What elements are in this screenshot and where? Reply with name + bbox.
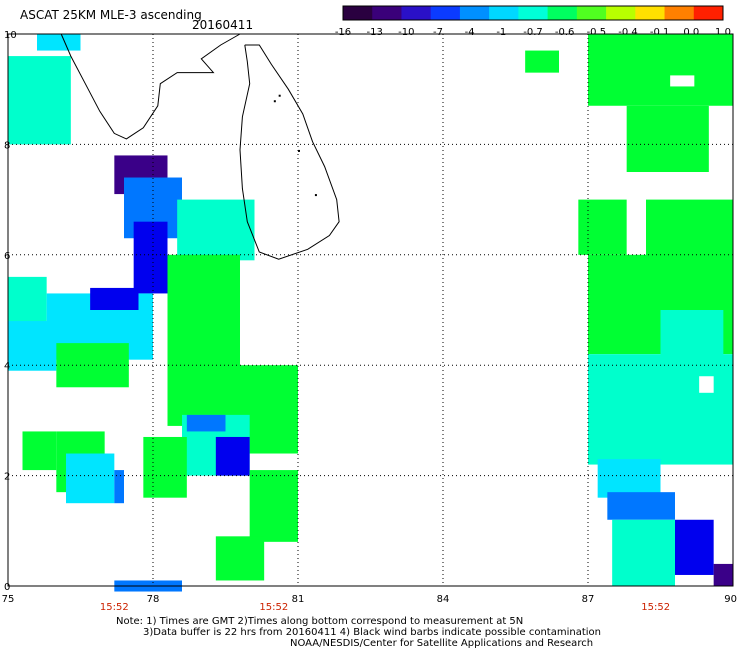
wind-data-cell bbox=[167, 254, 240, 426]
wind-data-cell bbox=[90, 287, 139, 310]
wind-data-cell bbox=[588, 354, 733, 465]
chart-date: 20160411 bbox=[192, 18, 254, 32]
note-line-3: NOAA/NESDIS/Center for Satellite Applica… bbox=[290, 638, 594, 649]
colorbar-swatch bbox=[518, 6, 549, 20]
wind-data-cell bbox=[612, 519, 675, 586]
wind-data-cell bbox=[675, 519, 714, 575]
x-tick-label: 84 bbox=[437, 594, 450, 605]
x-tick-label: 81 bbox=[292, 594, 305, 605]
note-line-1: Note: 1) Times are GMT 2)Times along bot… bbox=[116, 616, 524, 627]
wind-data-cell bbox=[133, 221, 168, 294]
colorbar-swatch bbox=[459, 6, 490, 20]
wind-data-cell bbox=[143, 436, 187, 498]
wind-data-cell bbox=[186, 414, 226, 432]
y-tick-label: 6 bbox=[4, 251, 10, 262]
y-tick-label: 0 bbox=[4, 582, 10, 593]
colorbar-swatch bbox=[343, 6, 373, 20]
y-tick-label: 10 bbox=[4, 30, 17, 41]
wind-data-cell bbox=[578, 199, 627, 255]
colorbar-swatch bbox=[606, 6, 636, 20]
wind-data-cell bbox=[607, 492, 675, 520]
colorbar-label: -1 bbox=[496, 27, 506, 38]
wind-data-cell bbox=[249, 470, 298, 542]
y-tick-label: 2 bbox=[4, 472, 10, 483]
wind-data-cell bbox=[8, 276, 47, 327]
colorbar-swatch bbox=[489, 6, 519, 20]
wind-data-cell bbox=[626, 105, 709, 172]
wind-data-cell bbox=[525, 50, 559, 73]
sri-lanka-coastline bbox=[239, 44, 340, 260]
colorbar-label: -13 bbox=[366, 27, 382, 38]
coastline-layer bbox=[60, 33, 340, 260]
colorbar-swatch bbox=[693, 6, 724, 20]
colorbar-swatch bbox=[372, 6, 402, 20]
colorbar: -16 -13 -10 -7 -4 -1 -0.7 -0.6 -0.5 -0.4 -0.1 0.0 1.… bbox=[335, 5, 731, 38]
wind-data-cell bbox=[215, 536, 265, 581]
wind-data-cell bbox=[8, 56, 71, 145]
wind-data-cell bbox=[114, 470, 124, 504]
colorbar-label: -4 bbox=[465, 27, 475, 38]
island-dot bbox=[314, 194, 317, 197]
colorbar-frame bbox=[342, 5, 724, 21]
colorbar-label: -0.6 bbox=[555, 27, 575, 38]
y-tick-label: 8 bbox=[4, 140, 10, 151]
chart-title: ASCAT 25KM MLE-3 ascending bbox=[20, 8, 202, 22]
wind-data-cell bbox=[66, 453, 115, 504]
y-tick-label: 4 bbox=[4, 361, 10, 372]
colorbar-label: -0.1 bbox=[650, 27, 670, 38]
colorbar-swatch bbox=[547, 6, 578, 20]
india-coastline bbox=[60, 33, 241, 140]
colorbar-label: -0.5 bbox=[587, 27, 607, 38]
wind-data-cell bbox=[37, 34, 81, 51]
colorbar-swatch bbox=[576, 6, 607, 20]
colorbar-label: -0.7 bbox=[523, 27, 543, 38]
x-tick-label: 90 bbox=[724, 594, 737, 605]
colorbar-swatch bbox=[430, 6, 461, 20]
wind-data-cell bbox=[240, 365, 298, 454]
wind-data-cell bbox=[8, 321, 57, 371]
colorbar-label: 0.0 bbox=[683, 27, 699, 38]
data-gap bbox=[699, 376, 714, 393]
colorbar-label: -16 bbox=[335, 27, 351, 38]
colorbar-swatch bbox=[664, 6, 695, 20]
x-tick-label: 75 bbox=[2, 594, 15, 605]
x-tick-label: 87 bbox=[582, 594, 595, 605]
island-dot bbox=[273, 100, 276, 103]
wind-data-cell bbox=[713, 563, 733, 586]
wind-data-cell bbox=[177, 199, 255, 261]
time-label: 15:52 bbox=[100, 602, 129, 613]
colorbar-label: -7 bbox=[433, 27, 443, 38]
colorbar-label: -0.4 bbox=[618, 27, 638, 38]
colorbar-swatch bbox=[401, 6, 432, 20]
colorbar-label: 1.0 bbox=[715, 27, 731, 38]
wind-data-cell bbox=[22, 431, 57, 471]
wind-data-cell bbox=[215, 436, 250, 476]
time-label: 15:52 bbox=[259, 602, 288, 613]
time-label: 15:52 bbox=[641, 602, 670, 613]
wind-data-layer bbox=[8, 34, 733, 592]
colorbar-swatch bbox=[635, 6, 666, 20]
plot-frame bbox=[7, 33, 734, 587]
wind-data-cell bbox=[597, 459, 661, 498]
data-gap bbox=[670, 75, 695, 87]
wind-data-cell bbox=[588, 34, 733, 106]
island-dot bbox=[278, 94, 281, 97]
island-dot bbox=[298, 149, 300, 152]
colorbar-label: -10 bbox=[398, 27, 414, 38]
note-line-2: 3)Data buffer is 22 hrs from 20160411 4)… bbox=[143, 627, 601, 638]
x-tick-label: 78 bbox=[147, 594, 160, 605]
gridlines bbox=[8, 34, 733, 586]
